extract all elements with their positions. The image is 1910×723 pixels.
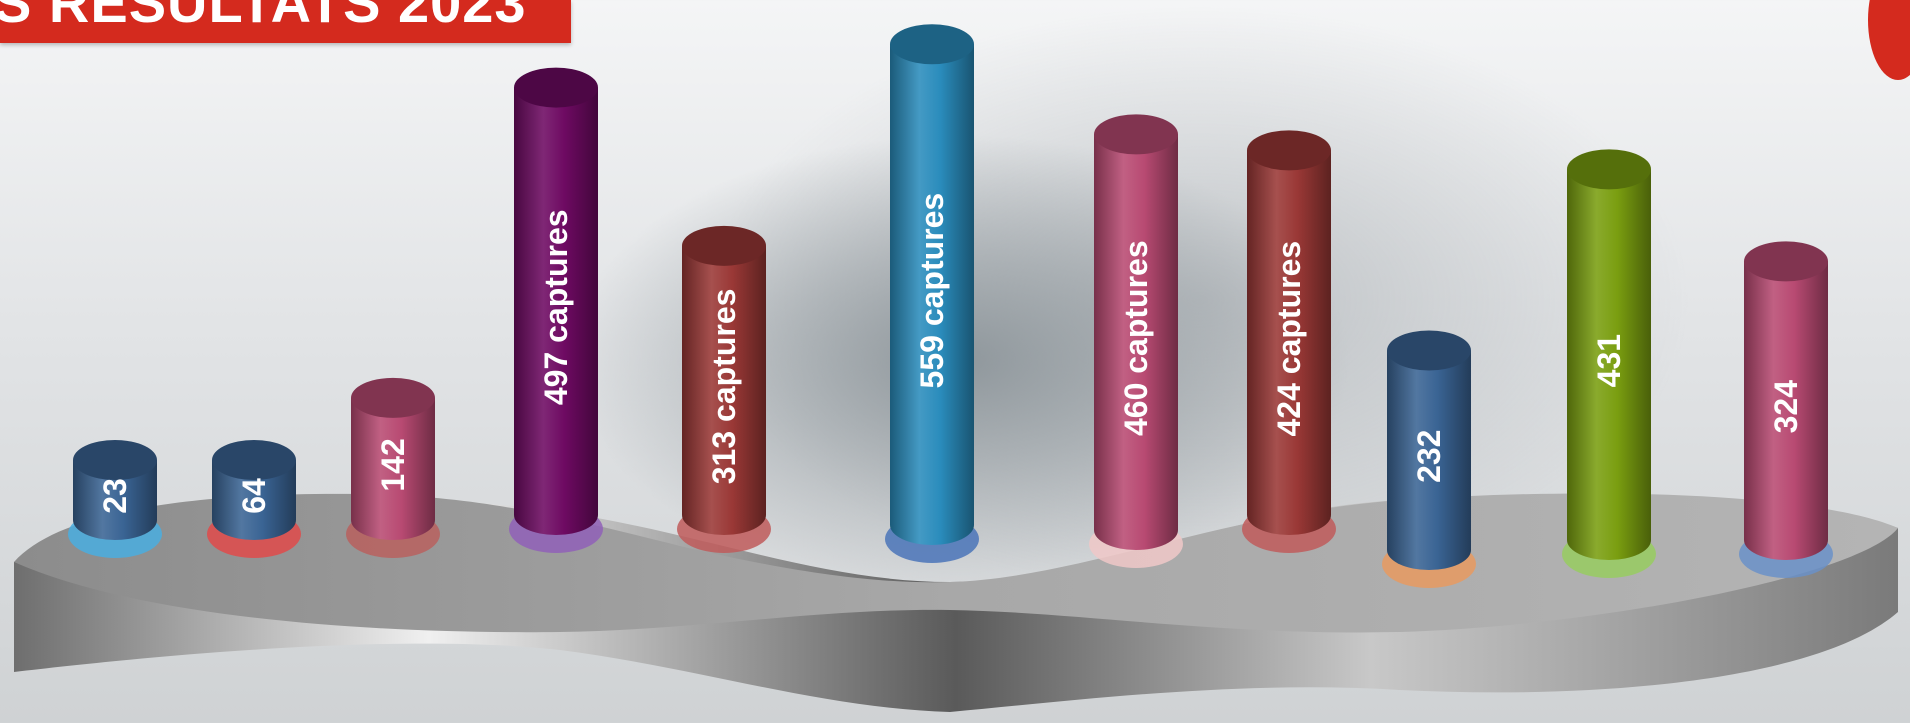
bar-body-3 bbox=[351, 397, 435, 540]
bar-top-1 bbox=[73, 440, 157, 480]
bar-value-label-6: 559 captures bbox=[914, 193, 950, 389]
bar-body-10 bbox=[1567, 169, 1651, 560]
bar-value-label-4: 497 captures bbox=[538, 209, 574, 405]
bar-body-4 bbox=[514, 87, 598, 535]
bar-top-10 bbox=[1567, 149, 1651, 190]
bar-top-9 bbox=[1387, 330, 1471, 371]
bar-top-4 bbox=[514, 67, 598, 108]
bar-value-label-10: 431 bbox=[1591, 334, 1627, 387]
bar-body-6 bbox=[890, 44, 974, 545]
bar-top-11 bbox=[1744, 241, 1828, 282]
bar-value-label-8: 424 captures bbox=[1271, 241, 1307, 437]
bar-body-11 bbox=[1744, 261, 1828, 560]
bar-7: 460 captures bbox=[1089, 114, 1183, 568]
bar-8: 424 captures bbox=[1242, 130, 1336, 553]
bar-top-8 bbox=[1247, 130, 1331, 171]
bar-11: 324 bbox=[1739, 241, 1833, 578]
bar-body-9 bbox=[1387, 350, 1471, 570]
bar-body-5 bbox=[682, 245, 766, 535]
banner-title: S RÉSULTATS 2023 bbox=[0, 0, 527, 34]
bar-5: 313 captures bbox=[677, 225, 771, 553]
bar-2: 64 bbox=[207, 440, 301, 558]
bar-value-label-2: 64 bbox=[236, 478, 272, 514]
bar-body-8 bbox=[1247, 150, 1331, 536]
bar-top-2 bbox=[212, 440, 296, 480]
bar-value-label-3: 142 bbox=[375, 438, 411, 491]
bar-4: 497 captures bbox=[509, 67, 603, 553]
bar-value-label-9: 232 bbox=[1411, 430, 1447, 483]
bar-10: 431 bbox=[1562, 149, 1656, 578]
bar-top-6 bbox=[890, 24, 974, 65]
bar-value-label-11: 324 bbox=[1768, 380, 1804, 434]
bar-top-5 bbox=[682, 225, 766, 266]
bar-6: 559 captures bbox=[885, 24, 979, 563]
bar-body-2 bbox=[212, 460, 296, 540]
bar-top-7 bbox=[1094, 114, 1178, 155]
bar-value-label-1: 23 bbox=[97, 478, 133, 514]
bar-body-7 bbox=[1094, 134, 1178, 550]
bar-1: 23 bbox=[68, 440, 162, 558]
bar-3: 142 bbox=[346, 377, 440, 558]
title-banner: S RÉSULTATS 2023 bbox=[0, 0, 571, 43]
bar-9: 232 bbox=[1382, 330, 1476, 588]
bar-top-3 bbox=[351, 377, 435, 418]
bar-body-1 bbox=[73, 460, 157, 540]
bar-value-label-5: 313 captures bbox=[706, 289, 742, 485]
bar-value-label-7: 460 captures bbox=[1118, 240, 1154, 436]
